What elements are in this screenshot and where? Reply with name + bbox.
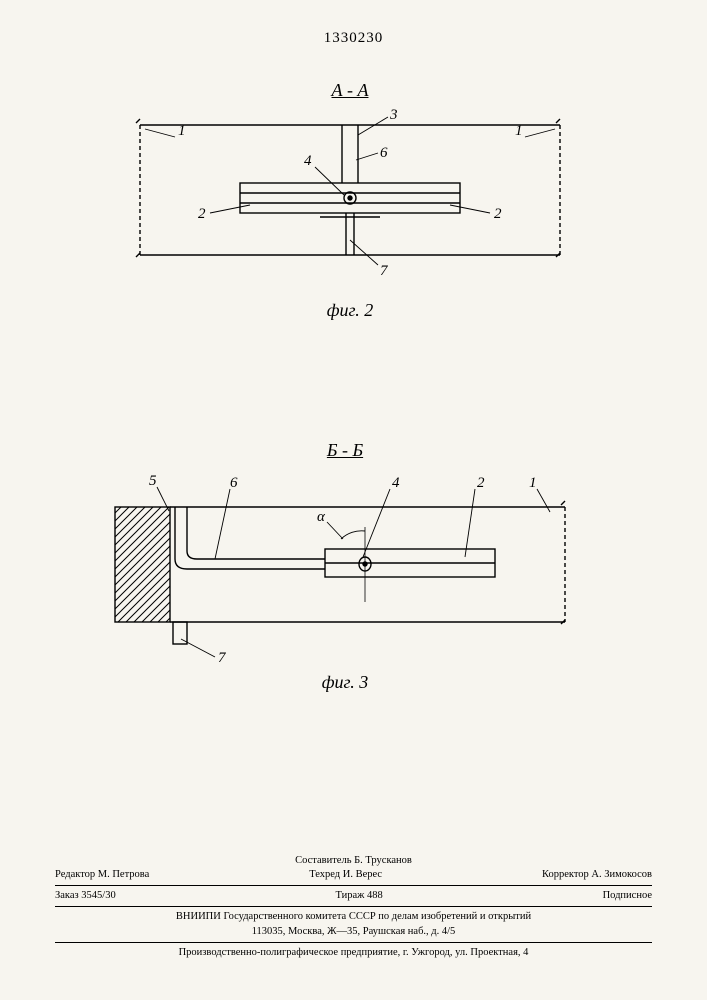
compiler-name: Б. Трусканов: [354, 855, 412, 866]
circ-label: Тираж: [335, 890, 364, 901]
figure-3: Б - Б: [105, 440, 585, 693]
figure-2: А - А: [120, 80, 580, 321]
tech-cell: Техред И. Верес: [309, 868, 382, 882]
subscription: Подписное: [603, 889, 652, 903]
fig2-callout-3: 3: [389, 107, 398, 123]
addr-line-1: 113035, Москва, Ж—35, Раушская наб., д. …: [55, 925, 652, 939]
editor-label: Редактор: [55, 869, 95, 880]
fig2-callout-2a: 2: [198, 206, 206, 222]
corrector-name: А. Зимокосов: [591, 869, 652, 880]
editor-cell: Редактор М. Петрова: [55, 868, 149, 882]
fig2-caption: фиг. 2: [120, 300, 580, 321]
editor-name: М. Петрова: [98, 869, 150, 880]
fig2-section-label: А - А: [120, 80, 580, 101]
fig3-section-label: Б - Б: [105, 440, 585, 461]
document-number: 1330230: [0, 30, 707, 47]
corrector-cell: Корректор А. Зимокосов: [542, 868, 652, 882]
fig2-drawing: 1 1 2 2 3 4 6 7: [120, 105, 580, 295]
footer-rule-3: [55, 942, 652, 943]
compiler-label: Составитель: [295, 855, 351, 866]
fig3-callout-4: 4: [392, 475, 400, 491]
tech-label: Техред: [309, 869, 340, 880]
page: 1330230 А - А: [0, 0, 707, 1000]
fig2-callout-4: 4: [304, 153, 312, 169]
order-value: 3545/30: [81, 890, 115, 901]
fig3-callout-6: 6: [230, 475, 238, 491]
footer-block: Составитель Б. Трусканов Редактор М. Пет…: [55, 854, 652, 960]
fig2-callout-1b: 1: [515, 123, 523, 139]
order-label: Заказ: [55, 890, 79, 901]
circ-value: 488: [367, 890, 383, 901]
corrector-label: Корректор: [542, 869, 589, 880]
org-line-1: ВНИИПИ Государственного комитета СССР по…: [55, 910, 652, 924]
fig3-callout-1: 1: [529, 475, 537, 491]
fig3-caption: фиг. 3: [105, 672, 585, 693]
fig2-callout-7: 7: [380, 263, 389, 279]
order-cell: Заказ 3545/30: [55, 889, 116, 903]
fig2-callout-2b: 2: [494, 206, 502, 222]
fig3-callout-5: 5: [149, 473, 157, 489]
org-line-2: Производственно-полиграфическое предприя…: [55, 946, 652, 960]
fig3-callout-2: 2: [477, 475, 485, 491]
fig3-callout-7: 7: [218, 650, 227, 666]
circ-cell: Тираж 488: [335, 889, 382, 903]
fig3-drawing: 5 6 4 2 1 7 α: [105, 467, 585, 667]
fig2-callout-6: 6: [380, 145, 388, 161]
tech-name: И. Верес: [343, 869, 382, 880]
footer-rule-1: [55, 885, 652, 886]
fig3-callout-alpha: α: [317, 509, 326, 525]
fig2-callout-1a: 1: [178, 123, 186, 139]
footer-rule-2: [55, 906, 652, 907]
